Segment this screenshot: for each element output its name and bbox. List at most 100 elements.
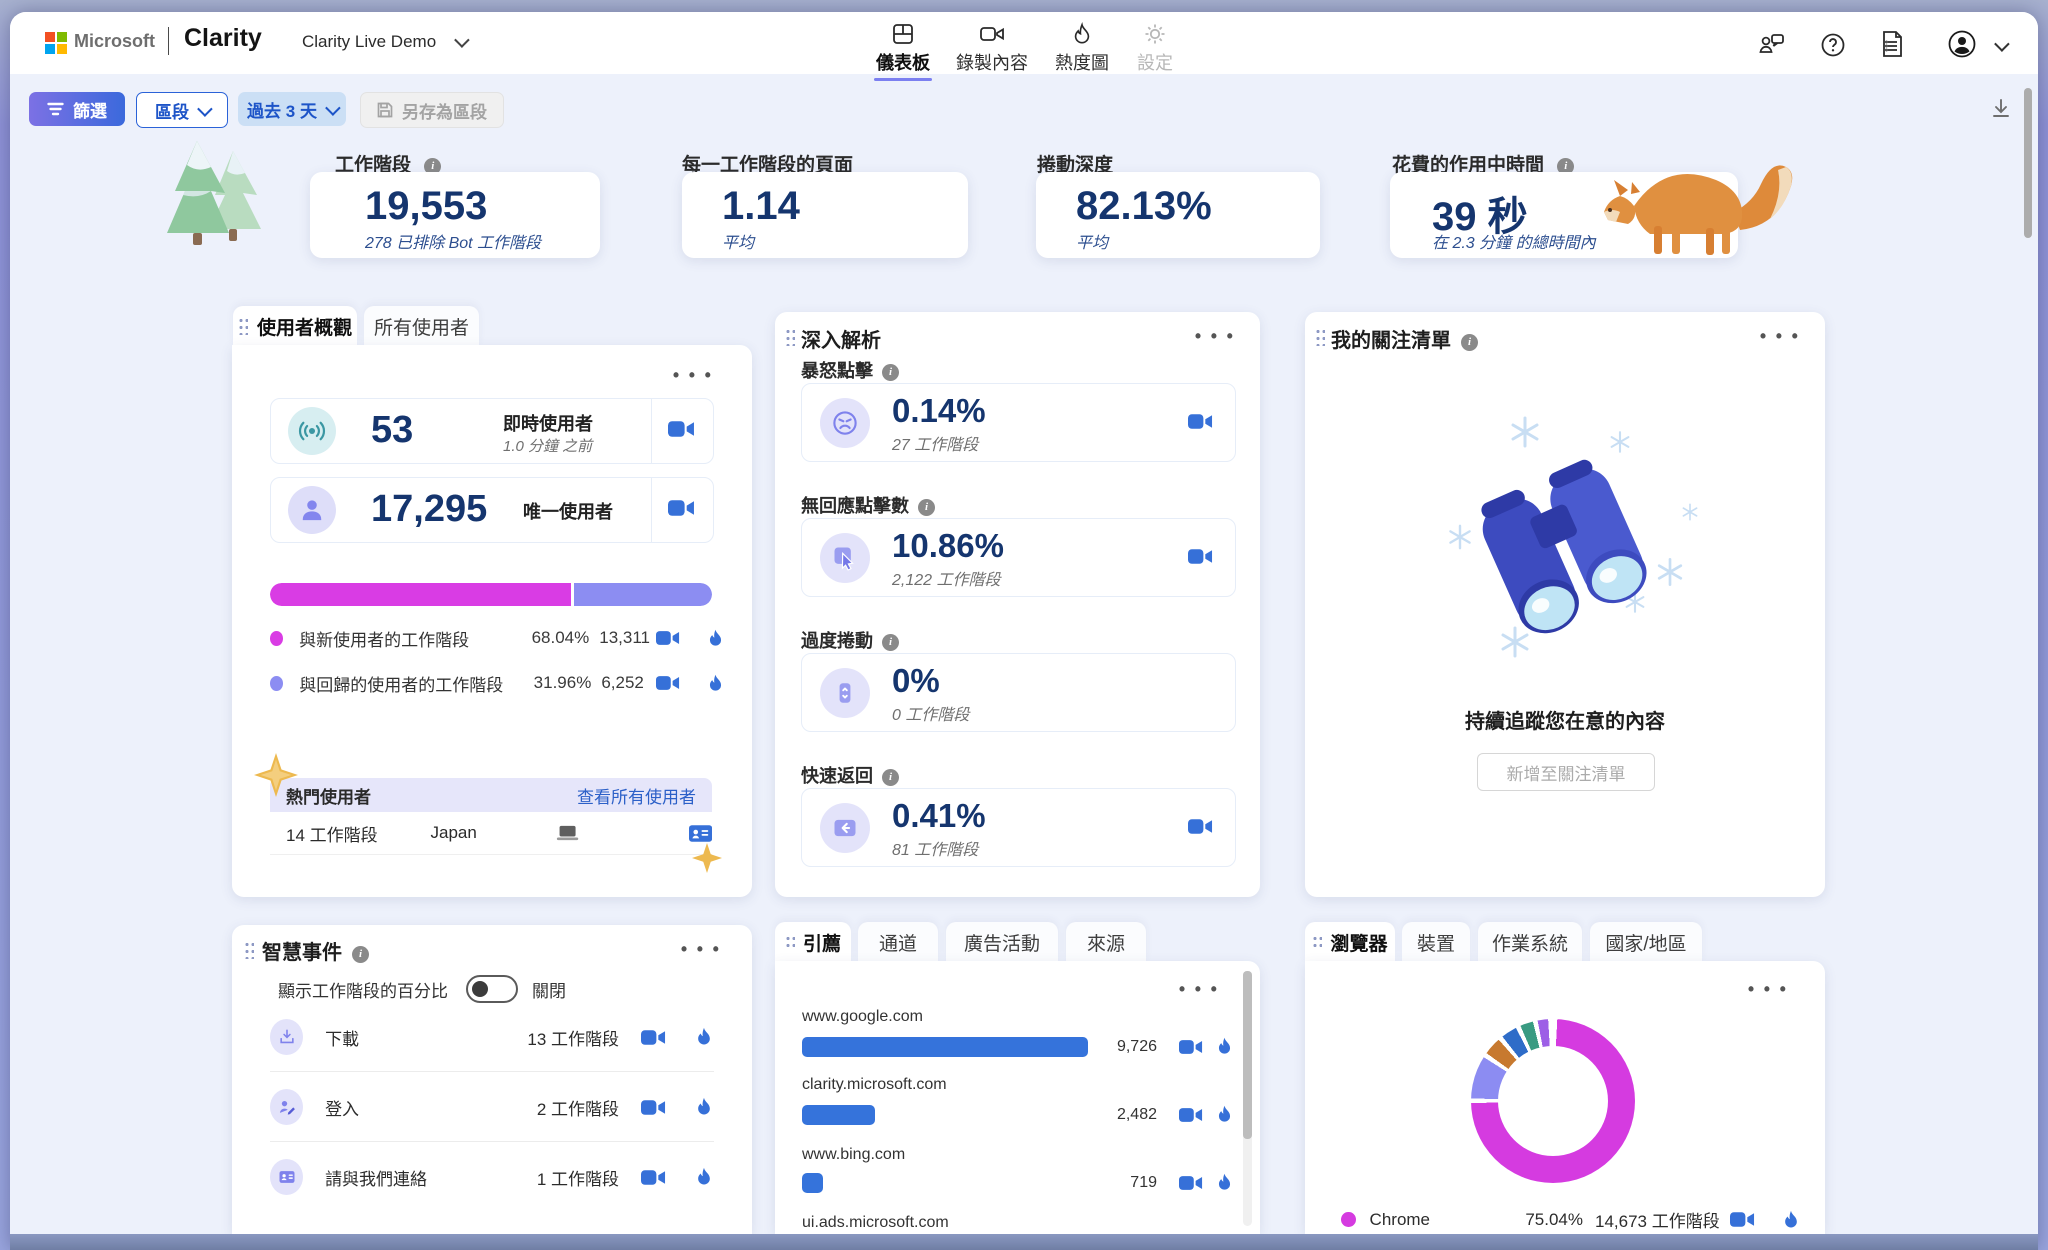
info-icon[interactable] (882, 634, 899, 651)
row-divider (270, 1141, 714, 1142)
help-button[interactable] (1820, 32, 1846, 58)
info-icon[interactable] (1557, 158, 1575, 175)
play-recordings-button[interactable] (1730, 1211, 1755, 1228)
view-heatmap-button[interactable] (1215, 1105, 1234, 1124)
referrer-bar (802, 1037, 1088, 1057)
app-header (10, 12, 2038, 74)
tab-recordings[interactable]: 錄製內容 (937, 22, 1047, 75)
info-icon[interactable] (352, 946, 369, 963)
referrer-bar-track (802, 1037, 1088, 1057)
play-recordings-button[interactable] (1188, 548, 1213, 565)
view-heatmap-button[interactable] (694, 1167, 714, 1187)
play-recordings-button[interactable] (1179, 1175, 1203, 1191)
play-recordings-button[interactable] (641, 1099, 666, 1116)
user-details-icon[interactable] (688, 824, 713, 842)
info-icon[interactable] (918, 499, 935, 516)
play-recordings-button[interactable] (1188, 818, 1213, 835)
tab-browsers[interactable]: 瀏覽器 (1305, 922, 1395, 962)
play-recordings-button[interactable] (668, 420, 695, 438)
gear-icon (1145, 24, 1165, 44)
flame-icon (1074, 22, 1090, 44)
card-menu-button[interactable] (673, 365, 714, 386)
view-heatmap-button[interactable] (706, 629, 725, 648)
window-scrollbar-thumb[interactable] (2024, 88, 2032, 238)
tab-channels[interactable]: 通道 (858, 922, 938, 962)
users-card: 53 即時使用者 1.0 分鐘 之前 17,295 唯一使用者 與新使用者的工作… (232, 345, 752, 897)
tab-os[interactable]: 作業系統 (1478, 922, 1582, 962)
card-menu-button[interactable] (1748, 979, 1789, 1000)
tab-sources[interactable]: 來源 (1066, 922, 1146, 962)
tab-devices[interactable]: 裝置 (1402, 922, 1470, 962)
view-heatmap-button[interactable] (694, 1097, 714, 1117)
card-scrollbar[interactable] (1243, 971, 1252, 1226)
window-scrollbar[interactable] (2024, 80, 2032, 1230)
filter-icon (47, 102, 64, 116)
rage-clicks-label: 暴怒點擊 (801, 357, 899, 383)
play-recordings-button[interactable] (1179, 1107, 1203, 1123)
info-icon[interactable] (882, 769, 899, 786)
info-icon[interactable] (882, 364, 899, 381)
avatar-icon (1948, 30, 1976, 58)
tab-user-overview[interactable]: 使用者概觀 (233, 306, 357, 346)
drag-handle[interactable] (244, 941, 254, 959)
play-recordings-button[interactable] (656, 630, 680, 646)
filter-button[interactable]: 篩選 (29, 92, 125, 126)
excessive-scroll-box: 0% 0 工作階段 (801, 653, 1236, 732)
drag-handle[interactable] (1315, 328, 1325, 346)
rage-click-icon (820, 398, 870, 448)
add-to-watchlist-button[interactable]: 新增至關注清單 (1477, 753, 1655, 791)
tab-country[interactable]: 國家/地區 (1590, 922, 1702, 962)
dead-click-icon (820, 533, 870, 583)
help-icon (1821, 33, 1845, 57)
card-menu-button[interactable] (1760, 326, 1801, 347)
referrer-label: www.bing.com (802, 1146, 906, 1163)
card-menu-button[interactable] (681, 939, 722, 960)
play-recordings-button[interactable] (668, 499, 695, 517)
show-percent-toggle[interactable] (466, 975, 518, 1003)
play-recordings-button[interactable] (641, 1169, 666, 1186)
view-heatmap-button[interactable] (1215, 1173, 1234, 1192)
play-recordings-button[interactable] (1179, 1039, 1203, 1055)
see-all-users-link[interactable]: 查看所有使用者 (577, 787, 696, 807)
play-recordings-button[interactable] (641, 1029, 666, 1046)
watchlist-empty-message: 持續追蹤您在意的內容 (1465, 711, 1665, 733)
release-notes-button[interactable] (1880, 30, 1904, 58)
info-icon[interactable] (1461, 334, 1478, 351)
watchlist-card: 我的關注清單 (1305, 312, 1825, 897)
users-split-bar (270, 583, 712, 606)
download-icon (1993, 99, 2009, 117)
date-range-dropdown[interactable]: 過去 3 天 (238, 92, 346, 126)
feedback-button[interactable] (1758, 32, 1785, 56)
segments-dropdown[interactable]: 區段 (136, 92, 228, 128)
drag-handle[interactable] (237, 317, 248, 335)
drag-handle[interactable] (784, 935, 795, 949)
chevron-down-icon (325, 99, 341, 116)
card-menu-button[interactable] (1195, 326, 1236, 347)
metric-active-time-label: 花費的作用中時間 (1392, 150, 1575, 177)
dead-clicks-label: 無回應點擊數 (801, 492, 935, 518)
play-recordings-button[interactable] (1188, 413, 1213, 430)
tab-campaigns[interactable]: 廣告活動 (946, 922, 1058, 962)
top-user-row[interactable]: 14 工作階段 Japan (270, 812, 713, 855)
tab-heatmaps[interactable]: 熱度圖 (1027, 22, 1137, 75)
referrer-label: clarity.microsoft.com (802, 1076, 947, 1093)
card-menu-button[interactable] (1179, 979, 1220, 1000)
save-segment-button[interactable]: 另存為區段 (360, 92, 504, 128)
tab-settings[interactable]: 設定 (1100, 22, 1210, 75)
row-divider (270, 1071, 714, 1072)
play-recordings-button[interactable] (656, 675, 680, 691)
view-heatmap-button[interactable] (694, 1027, 714, 1047)
view-heatmap-button[interactable] (1215, 1037, 1234, 1056)
tab-all-users[interactable]: 所有使用者 (364, 306, 479, 346)
download-dashboard-button[interactable] (1990, 97, 2012, 119)
view-heatmap-button[interactable] (706, 674, 725, 693)
drag-handle[interactable] (1312, 935, 1323, 949)
tab-dashboard[interactable]: 儀表板 (848, 22, 958, 81)
card-scrollbar-thumb[interactable] (1243, 971, 1252, 1139)
account-menu[interactable] (1948, 30, 1976, 58)
tab-referrers[interactable]: 引薦 (775, 922, 851, 962)
view-heatmap-button[interactable] (1781, 1210, 1801, 1230)
project-selector[interactable]: Clarity Live Demo (302, 32, 470, 52)
info-icon[interactable] (424, 158, 442, 175)
drag-handle[interactable] (785, 328, 795, 346)
